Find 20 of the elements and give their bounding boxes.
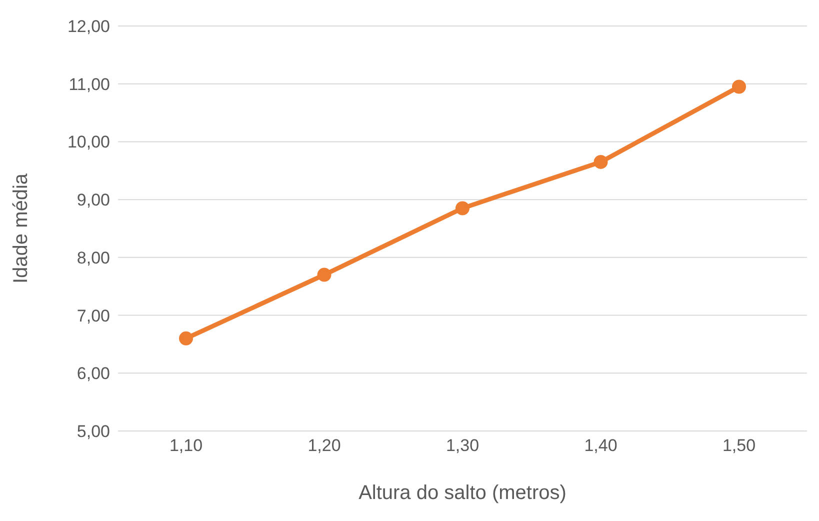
x-tick-label: 1,50: [722, 436, 756, 456]
y-tick-label: 12,00: [67, 17, 110, 36]
x-axis-title: Altura do salto (metros): [358, 482, 566, 504]
y-axis-title: Idade média: [10, 172, 32, 284]
point: [317, 268, 332, 282]
y-tick-label: 10,00: [67, 132, 110, 152]
y-tick-label: 7,00: [76, 306, 110, 326]
x-tick-label: 1,30: [446, 436, 480, 456]
point: [732, 80, 746, 94]
point: [179, 331, 193, 346]
y-tick-label: 11,00: [68, 74, 110, 94]
y-tick-label: 8,00: [76, 248, 110, 268]
x-tick-label: 1,20: [308, 436, 341, 456]
point: [456, 201, 470, 216]
y-tick-label: 6,00: [76, 364, 110, 384]
point: [594, 154, 608, 169]
x-tick-label: 1,40: [584, 436, 618, 456]
y-tick-label: 9,00: [76, 190, 110, 210]
y-tick-label: 5,00: [76, 422, 110, 442]
x-tick-label: 1,10: [169, 436, 203, 456]
